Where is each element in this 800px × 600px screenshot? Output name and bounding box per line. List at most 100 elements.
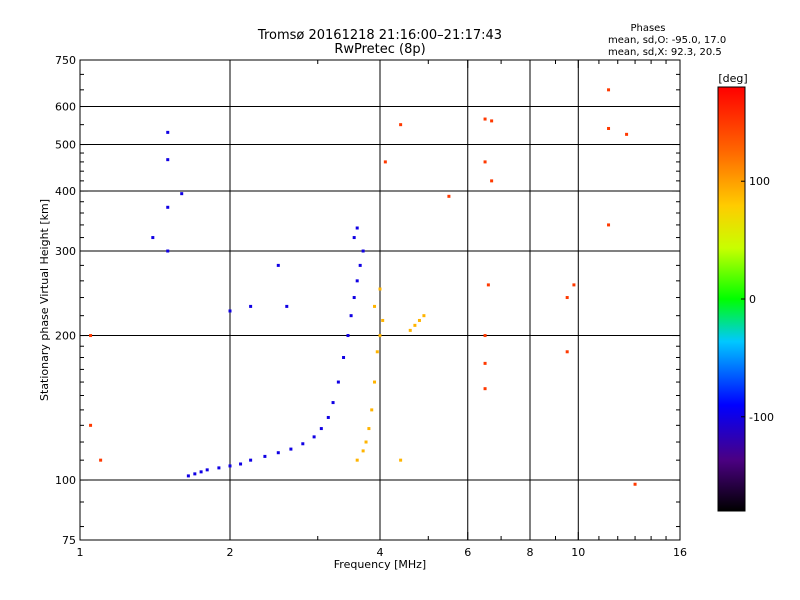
phase-info-heading: Phases — [630, 23, 665, 34]
data-point — [364, 440, 368, 444]
data-point — [166, 205, 170, 209]
data-point — [490, 119, 494, 123]
data-point — [490, 179, 494, 183]
data-point — [367, 427, 371, 431]
data-point — [276, 263, 280, 267]
y-tick-label: 500 — [55, 139, 76, 152]
data-point — [422, 314, 426, 318]
chart-subtitle: RwPretec (8p) — [334, 42, 425, 57]
x-tick-label: 2 — [227, 546, 234, 559]
x-tick-label: 8 — [527, 546, 534, 559]
y-axis-label: Stationary phase Virtual Height [km] — [38, 199, 51, 401]
y-tick-label: 200 — [55, 330, 76, 343]
colorbar — [717, 86, 746, 512]
data-point — [607, 223, 611, 227]
data-point — [151, 236, 155, 240]
colorbar-ticks: 100 0 -100 — [741, 175, 774, 424]
data-point — [447, 194, 451, 198]
data-point — [355, 458, 359, 462]
data-point — [186, 474, 190, 478]
data-point — [483, 160, 487, 164]
data-point — [633, 482, 637, 486]
data-point — [326, 415, 330, 419]
data-point — [565, 350, 569, 354]
data-point — [342, 355, 346, 359]
data-point — [355, 226, 359, 230]
data-point — [483, 387, 487, 391]
data-point — [249, 458, 253, 462]
data-point — [486, 283, 490, 287]
x-tick-label: 4 — [377, 546, 384, 559]
data-point — [370, 408, 374, 412]
data-point — [413, 323, 417, 327]
colorbar-label: [deg] — [718, 72, 747, 85]
data-point — [375, 350, 379, 354]
data-point — [399, 458, 403, 462]
phase-info-line1: mean, sd,O: -95.0, 17.0 — [608, 35, 726, 46]
data-point — [205, 468, 209, 472]
data-point — [361, 449, 365, 453]
x-tick-label: 6 — [464, 546, 471, 559]
data-point — [483, 117, 487, 121]
data-point — [285, 304, 289, 308]
data-point — [89, 423, 93, 427]
data-point — [180, 192, 184, 196]
data-point — [239, 462, 243, 466]
data-point — [319, 427, 323, 431]
data-point — [417, 318, 421, 322]
y-tick-label: 750 — [55, 54, 76, 67]
data-point — [301, 442, 305, 446]
data-point — [381, 318, 385, 322]
data-point — [572, 283, 576, 287]
data-point — [565, 296, 569, 300]
data-point — [99, 458, 103, 462]
data-point — [625, 132, 629, 136]
y-tick-label: 400 — [55, 185, 76, 198]
data-point — [228, 309, 232, 313]
x-tick-label: 10 — [571, 546, 585, 559]
y-tick-label: 75 — [62, 534, 76, 547]
data-point — [276, 451, 280, 455]
data-point — [312, 435, 316, 439]
data-point — [331, 401, 335, 405]
data-point — [199, 470, 203, 474]
phase-info-line2: mean, sd,X: 92.3, 20.5 — [608, 47, 722, 58]
colorbar-tick-label: -100 — [749, 411, 774, 424]
data-point — [408, 328, 412, 332]
gridlines — [80, 60, 680, 540]
data-point — [355, 279, 359, 283]
data-point — [373, 304, 377, 308]
colorbar-tick-label: 0 — [749, 293, 756, 306]
data-point — [352, 296, 356, 300]
colorbar-tick-label: 100 — [749, 175, 770, 188]
y-tick-label: 300 — [55, 245, 76, 258]
y-tick-label: 600 — [55, 101, 76, 114]
data-point — [263, 454, 267, 458]
data-point — [346, 334, 350, 338]
data-point — [361, 249, 365, 253]
data-point — [383, 160, 387, 164]
data-point — [378, 334, 382, 338]
chart-title: Tromsø 20161218 21:16:00–21:17:43 — [257, 28, 502, 43]
data-points — [89, 88, 637, 486]
data-point — [607, 126, 611, 130]
data-point — [217, 466, 221, 470]
x-tick-label: 16 — [673, 546, 687, 559]
data-point — [166, 249, 170, 253]
data-point — [166, 130, 170, 134]
data-point — [378, 287, 382, 291]
x-axis-label: Frequency [MHz] — [334, 558, 426, 571]
data-point — [336, 380, 340, 384]
data-point — [352, 236, 356, 240]
axis-ticks: 1 2 4 6 8 10 16 75 100 200 300 400 500 600 750 — [55, 54, 687, 559]
data-point — [193, 472, 197, 476]
data-point — [249, 304, 253, 308]
data-point — [228, 464, 232, 468]
y-tick-label: 100 — [55, 474, 76, 487]
data-point — [89, 334, 93, 338]
data-point — [607, 88, 611, 92]
data-point — [483, 334, 487, 338]
data-point — [166, 158, 170, 162]
data-point — [399, 123, 403, 127]
